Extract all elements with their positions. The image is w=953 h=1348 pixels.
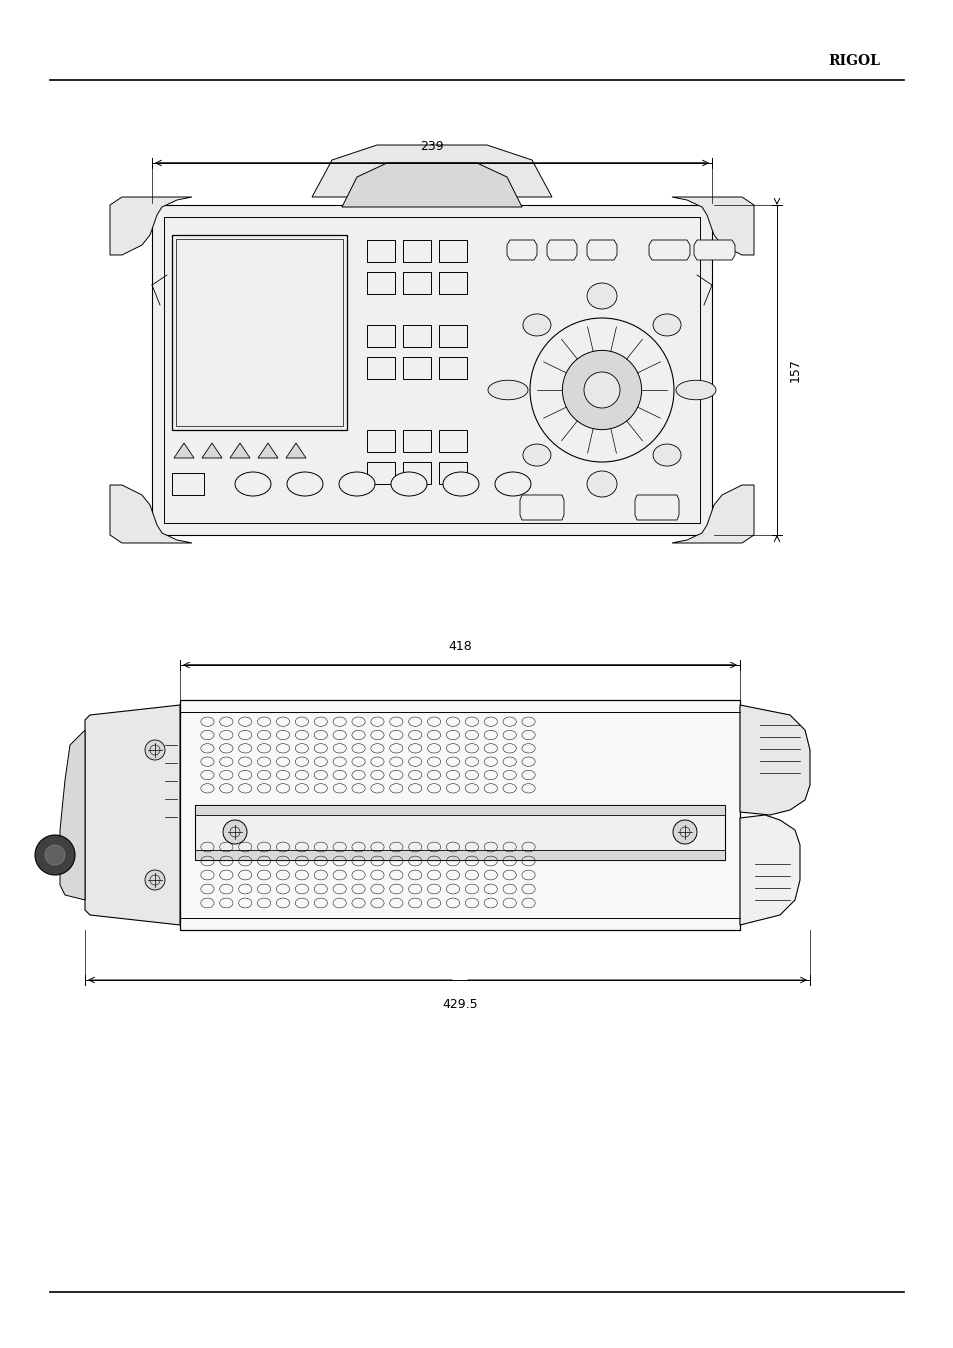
Polygon shape <box>740 705 809 816</box>
Bar <box>367 462 395 484</box>
Circle shape <box>530 318 673 462</box>
Circle shape <box>672 820 697 844</box>
Polygon shape <box>312 146 552 197</box>
Bar <box>438 325 467 346</box>
Polygon shape <box>635 495 679 520</box>
Circle shape <box>223 820 247 844</box>
Bar <box>367 325 395 346</box>
Ellipse shape <box>676 380 716 400</box>
Bar <box>367 240 395 262</box>
Circle shape <box>145 869 165 890</box>
Polygon shape <box>257 443 277 458</box>
Circle shape <box>35 834 75 875</box>
Bar <box>172 235 347 430</box>
Ellipse shape <box>522 443 551 466</box>
Polygon shape <box>519 495 563 520</box>
Bar <box>402 272 431 294</box>
Bar <box>438 430 467 452</box>
Circle shape <box>45 845 65 865</box>
Text: 239: 239 <box>419 140 443 154</box>
Ellipse shape <box>586 470 617 497</box>
Bar <box>402 240 431 262</box>
Bar <box>180 700 740 930</box>
Bar <box>175 239 343 426</box>
Polygon shape <box>341 163 521 208</box>
Text: 418: 418 <box>448 640 472 652</box>
Bar <box>402 430 431 452</box>
Text: RIGOL: RIGOL <box>827 54 879 67</box>
Bar <box>438 272 467 294</box>
Ellipse shape <box>234 472 271 496</box>
Ellipse shape <box>586 283 617 309</box>
Ellipse shape <box>495 472 531 496</box>
Polygon shape <box>110 485 192 543</box>
Bar <box>438 240 467 262</box>
Bar <box>402 462 431 484</box>
Circle shape <box>145 740 165 760</box>
Polygon shape <box>230 443 250 458</box>
Ellipse shape <box>653 443 680 466</box>
Ellipse shape <box>391 472 427 496</box>
Ellipse shape <box>488 380 527 400</box>
Bar <box>164 217 700 523</box>
Bar <box>194 805 724 860</box>
Polygon shape <box>671 485 753 543</box>
Polygon shape <box>173 443 193 458</box>
Bar <box>367 272 395 294</box>
Polygon shape <box>671 197 753 255</box>
Ellipse shape <box>522 314 551 336</box>
Circle shape <box>583 372 619 408</box>
Ellipse shape <box>442 472 478 496</box>
Bar <box>152 205 711 535</box>
Bar <box>402 357 431 379</box>
Bar <box>438 357 467 379</box>
Polygon shape <box>85 705 180 925</box>
Ellipse shape <box>338 472 375 496</box>
Bar <box>172 473 204 495</box>
Polygon shape <box>60 731 85 900</box>
Bar <box>402 325 431 346</box>
Ellipse shape <box>287 472 323 496</box>
Polygon shape <box>740 816 800 925</box>
Bar <box>194 805 724 816</box>
Ellipse shape <box>653 314 680 336</box>
Text: 429.5: 429.5 <box>442 998 477 1011</box>
Bar <box>367 430 395 452</box>
Polygon shape <box>586 240 617 260</box>
Polygon shape <box>546 240 577 260</box>
Polygon shape <box>202 443 222 458</box>
Polygon shape <box>506 240 537 260</box>
Polygon shape <box>110 197 192 255</box>
Polygon shape <box>693 240 734 260</box>
Text: 157: 157 <box>788 359 801 381</box>
Bar <box>438 462 467 484</box>
Bar <box>194 851 724 860</box>
Circle shape <box>562 350 641 430</box>
Polygon shape <box>648 240 689 260</box>
Polygon shape <box>286 443 306 458</box>
Bar <box>367 357 395 379</box>
